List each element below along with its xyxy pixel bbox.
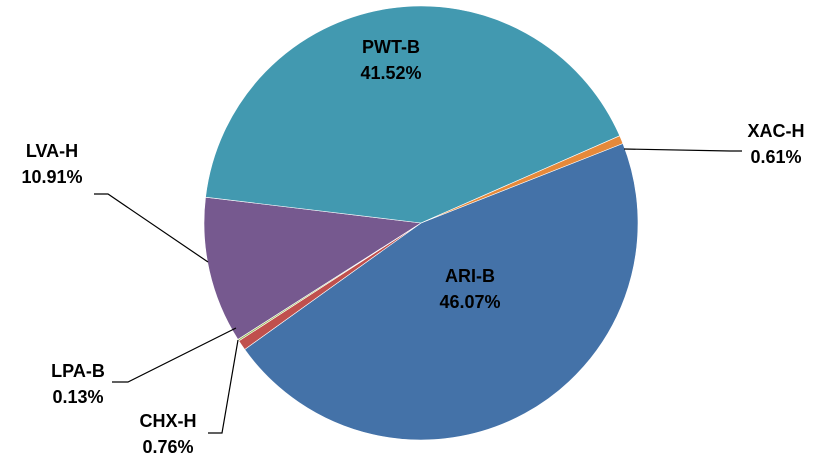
slice-percent-lpa-b: 0.13%: [52, 387, 103, 407]
slice-label-ari-b: ARI-B 46.07%: [439, 266, 500, 312]
leader-line-lva-h: [94, 193, 209, 263]
slice-label-lpa-b: LPA-B 0.13%: [51, 361, 105, 407]
slice-label-chx-h: CHX-H 0.76%: [140, 411, 197, 457]
slice-percent-xac-h: 0.61%: [750, 147, 801, 167]
leader-line-lpa-b: [112, 327, 237, 383]
slice-category-lva-h: LVA-H: [26, 141, 78, 161]
slice-label-lva-h: LVA-H 10.91%: [21, 141, 82, 187]
slice-category-lpa-b: LPA-B: [51, 361, 105, 381]
pie-slice-lva-h: [203, 196, 422, 340]
slice-percent-chx-h: 0.76%: [142, 437, 193, 457]
slice-percent-ari-b: 46.07%: [439, 292, 500, 312]
slice-category-pwt-b: PWT-B: [362, 37, 420, 57]
slice-labels: ARI-B 46.07% CHX-H 0.76% LPA-B 0.13% LVA-H 10.9…: [21, 37, 804, 457]
pie-slice-ari-b: [244, 143, 639, 441]
slice-category-xac-h: XAC-H: [748, 121, 805, 141]
slice-label-pwt-b: PWT-B 41.52%: [360, 37, 421, 83]
leader-line-chx-h: [208, 339, 239, 434]
slice-category-ari-b: ARI-B: [445, 266, 495, 286]
slice-percent-lva-h: 10.91%: [21, 167, 82, 187]
pie-slices: [203, 5, 639, 441]
slice-category-chx-h: CHX-H: [140, 411, 197, 431]
slice-label-xac-h: XAC-H 0.61%: [748, 121, 805, 167]
slice-percent-pwt-b: 41.52%: [360, 63, 421, 83]
pie-slice-xac-h: [420, 135, 624, 224]
leader-line-xac-h: [623, 148, 742, 152]
pie-slice-pwt-b: [205, 5, 621, 224]
leader-lines: [94, 148, 742, 434]
